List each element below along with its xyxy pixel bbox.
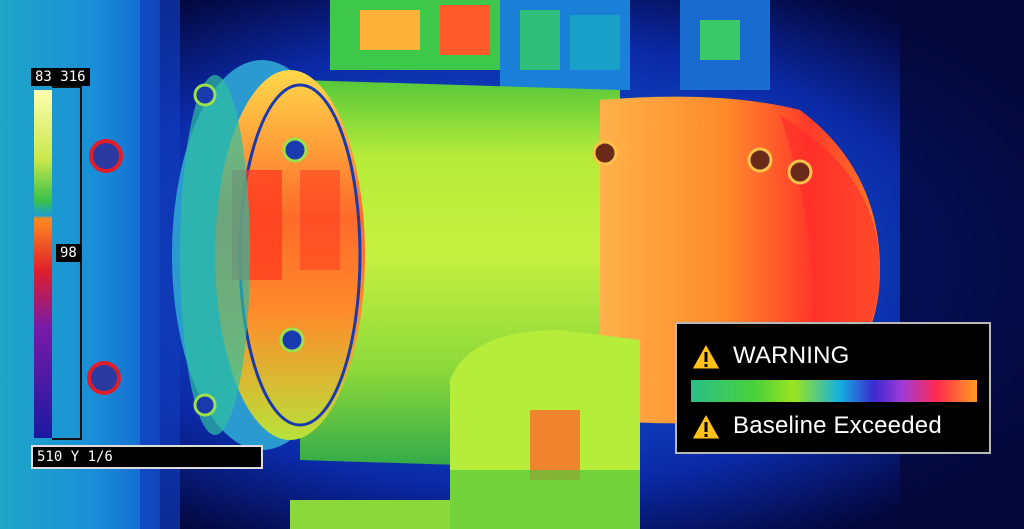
warning-message: Baseline Exceeded	[733, 412, 942, 439]
warning-triangle-icon	[691, 342, 721, 369]
warning-color-gradient	[691, 380, 977, 402]
warning-panel: WARNING Baseline Exceeded	[675, 322, 991, 454]
scale-max-label: 83 316	[31, 68, 90, 86]
warning-triangle-icon	[691, 412, 721, 439]
warning-message-row: Baseline Exceeded	[691, 412, 942, 440]
temperature-scale-bar	[34, 90, 52, 438]
wall-bolt-top	[89, 139, 123, 173]
scale-bracket	[52, 86, 82, 440]
wall-bolt-bottom	[87, 361, 121, 395]
warning-title-row: WARNING	[691, 342, 850, 370]
warning-title: WARNING	[733, 342, 850, 369]
scale-min-label: 510 Y 1/6	[31, 445, 263, 469]
scale-mid-label: 98	[56, 244, 81, 262]
